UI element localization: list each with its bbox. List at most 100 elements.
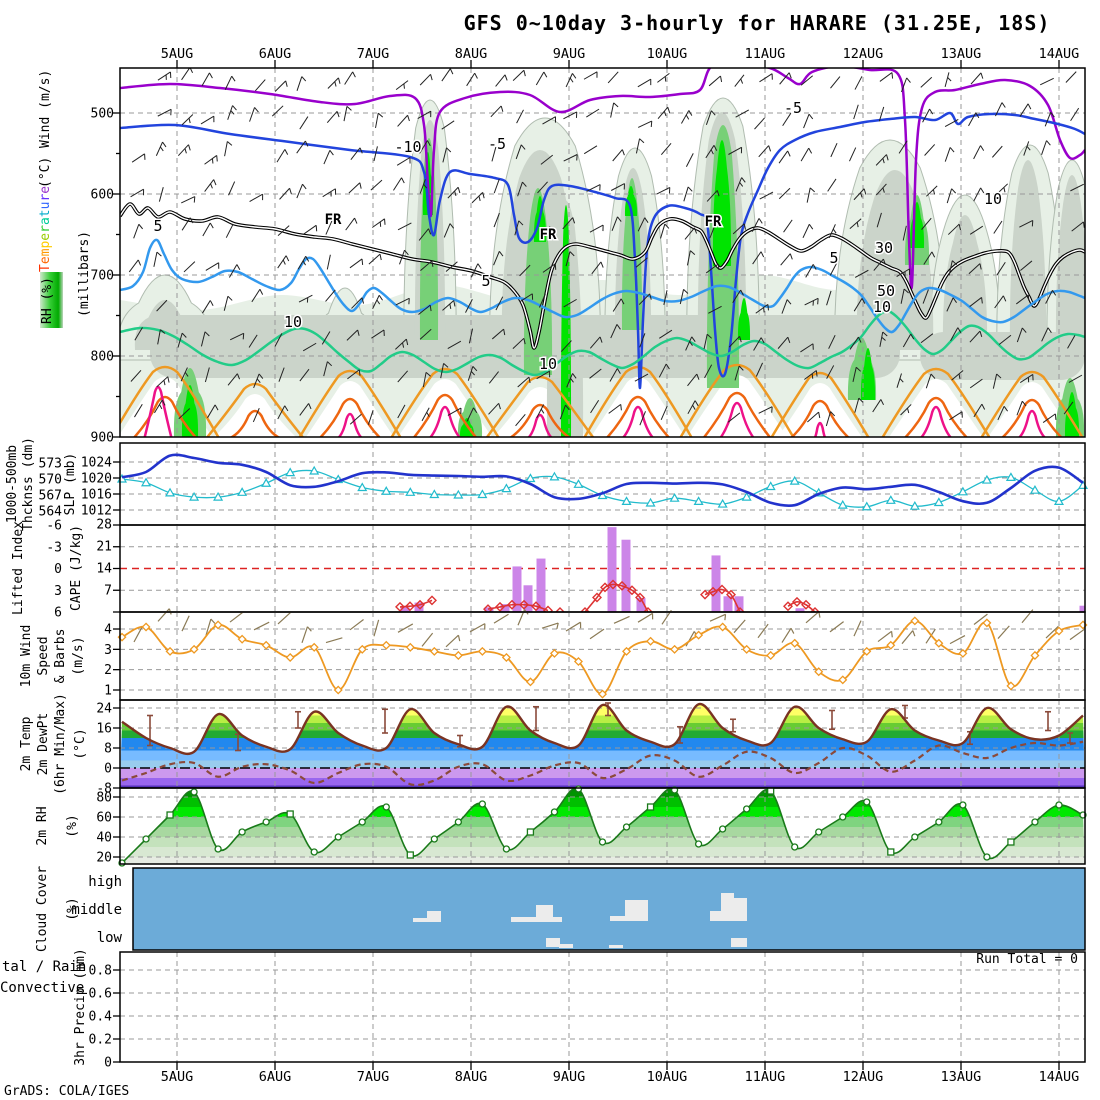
svg-text:FR: FR [325,212,342,228]
svg-text:FR: FR [540,227,557,243]
label-temperature: Temperature [38,186,53,272]
svg-text:700: 700 [91,269,114,284]
label-degc-2m: (°C) [73,728,88,759]
label-pct-cloud: (%) [65,897,80,920]
upper-air-frame: 500 600 700 800 900 [91,67,1086,446]
svg-text:20: 20 [96,851,112,866]
svg-text:1016: 1016 [81,488,112,503]
label-wind-ms: Wind (m/s) [38,70,53,148]
cloud-cover-panel: high middle low [71,867,1086,951]
temp-band-fill [120,704,1085,788]
label-3hr-precip: 3hr Precip (mm) [73,948,88,1065]
svg-text:10: 10 [539,355,557,373]
svg-text:13AUG: 13AUG [941,1069,982,1085]
label-thickness-1: 1000-500mb [5,445,20,523]
label-convective: Convective [0,980,84,996]
svg-text:30: 30 [875,239,893,257]
svg-text:0: 0 [104,762,112,777]
temp2m-panel [120,700,1085,788]
svg-text:-5: -5 [784,99,802,117]
svg-text:10AUG: 10AUG [647,46,688,62]
rh-band-fill [120,788,1085,864]
wind10m-barbs [133,608,1085,648]
svg-text:567: 567 [39,489,62,504]
svg-text:13AUG: 13AUG [941,46,982,62]
svg-text:0: 0 [104,1056,112,1071]
temp2m-frame: 24 16 8 0 -8 [96,699,1086,797]
svg-text:5AUG: 5AUG [161,1069,194,1085]
svg-text:800: 800 [91,350,114,365]
label-ms-4: (m/s) [71,636,86,675]
svg-text:7AUG: 7AUG [357,1069,390,1085]
svg-text:7AUG: 7AUG [357,46,390,62]
svg-text:3: 3 [54,584,62,599]
margin-labels: GFS 0~10day 3-hourly for HARARE (31.25E,… [0,11,1078,1099]
label-2m-temp: 2m Temp [19,716,34,771]
svg-text:564: 564 [39,505,63,520]
svg-text:10: 10 [873,298,891,316]
svg-text:FR: FR [705,214,722,230]
svg-text:24: 24 [96,702,112,717]
label-lifted-index: Lifted Index [11,521,26,615]
svg-text:10: 10 [284,313,302,331]
svg-text:7: 7 [104,583,112,598]
label-2m-rh: 2m RH [35,806,50,845]
time-axis-bottom: 5AUG 6AUG 7AUG 8AUG 9AUG 10AUG 11AUG 12AUG 13AUG… [161,1062,1080,1085]
svg-text:16: 16 [96,722,112,737]
svg-text:0.4: 0.4 [89,1010,113,1025]
svg-text:2: 2 [104,663,112,678]
svg-text:900: 900 [91,431,114,446]
svg-text:6AUG: 6AUG [259,46,292,62]
svg-text:11AUG: 11AUG [745,46,786,62]
precip-frame: 0.8 0.6 0.4 0.2 0 [89,951,1086,1071]
svg-text:4: 4 [104,623,112,638]
svg-text:8: 8 [104,742,112,757]
credit-text: GrADS: COLA/IGES [4,1084,129,1099]
svg-text:10AUG: 10AUG [647,1069,688,1085]
svg-text:5: 5 [481,272,490,290]
svg-text:12AUG: 12AUG [843,46,884,62]
svg-text:low: low [97,930,123,946]
svg-text:11AUG: 11AUG [745,1069,786,1085]
rh2m-frame: 80 60 40 20 [96,787,1086,866]
precip-panel [120,952,1085,1062]
slp-thickness-panel [116,443,1089,525]
svg-text:14AUG: 14AUG [1039,1069,1080,1085]
svg-text:10: 10 [984,190,1002,208]
svg-text:-5: -5 [488,135,506,153]
svg-text:5: 5 [153,217,162,235]
svg-text:6AUG: 6AUG [259,1069,292,1085]
label-minmax: (6hr Min/Max) [53,693,68,795]
svg-text:0: 0 [54,562,62,577]
time-axis-top: 5AUG 6AUG 7AUG 8AUG 9AUG 10AUG 11AUG 12AUG 13AUG… [161,46,1080,68]
cape-li-panel [120,525,1085,612]
svg-text:60: 60 [96,811,112,826]
label-rh: RH (%) [40,277,55,324]
svg-text:28: 28 [96,517,112,532]
rh-legend-swatch [40,272,63,328]
svg-text:14AUG: 14AUG [1039,46,1080,62]
svg-text:-3: -3 [46,540,62,555]
svg-text:5AUG: 5AUG [161,46,194,62]
svg-text:3: 3 [104,643,112,658]
svg-text:-6: -6 [46,519,62,534]
svg-text:50: 50 [877,282,895,300]
label-10m-wind: 10m Wind [19,625,34,688]
svg-text:-8: -8 [96,782,112,797]
label-cape: CAPE (J/kg) [69,525,84,611]
svg-text:1: 1 [104,684,112,699]
svg-text:9AUG: 9AUG [553,1069,586,1085]
svg-text:573: 573 [39,457,62,472]
label-cloud-cover: Cloud Cover [35,866,50,952]
svg-text:8AUG: 8AUG [455,1069,488,1085]
svg-text:0.6: 0.6 [89,987,112,1002]
svg-text:9AUG: 9AUG [553,46,586,62]
svg-text:500: 500 [91,107,114,122]
label-degc: (°C) [38,157,53,188]
rh2m-panel [118,785,1087,867]
svg-text:1024: 1024 [81,456,112,471]
